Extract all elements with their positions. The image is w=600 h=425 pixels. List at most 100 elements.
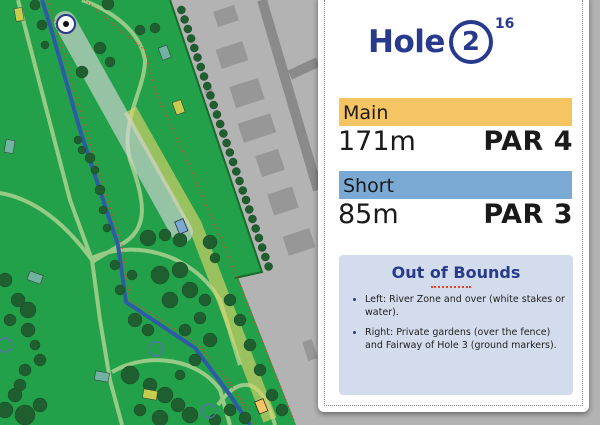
- tree-icon: [202, 234, 218, 250]
- tree-icon: [232, 167, 241, 176]
- tree-icon: [20, 322, 36, 338]
- oob-item-left: Left: River Zone and over (white stakes …: [365, 293, 565, 319]
- tree-icon: [109, 259, 121, 271]
- main-tee-label: Main: [339, 98, 572, 126]
- tree-icon: [29, 0, 41, 11]
- building: [229, 77, 265, 109]
- tree-icon: [93, 41, 107, 55]
- tree-icon: [181, 406, 199, 424]
- tree-icon: [188, 353, 202, 367]
- tree-icon: [73, 135, 83, 145]
- tree-icon: [104, 56, 116, 68]
- short-par: PAR 3: [483, 199, 573, 230]
- tree-icon: [244, 205, 254, 214]
- tree-icon: [215, 119, 225, 129]
- tree-icon: [202, 332, 218, 348]
- tree-icon: [206, 91, 215, 100]
- tree-icon: [264, 262, 273, 271]
- tree-icon: [150, 265, 170, 285]
- tree-icon: [127, 312, 143, 328]
- oob-item-right: Right: Private gardens (over the fence) …: [365, 326, 565, 352]
- property-boundary: [169, 0, 264, 279]
- tree-icon: [84, 152, 96, 164]
- tree-icon: [183, 24, 193, 34]
- short-tee-label: Short: [339, 171, 572, 199]
- tree-icon: [161, 291, 179, 309]
- tree-icon: [13, 378, 27, 392]
- basket-icon: [56, 14, 76, 34]
- building: [302, 338, 318, 362]
- tree-icon: [29, 339, 41, 351]
- tree-icon: [10, 292, 26, 308]
- tree-icon: [223, 403, 237, 417]
- tree-icon: [251, 224, 260, 233]
- tree-icon: [77, 145, 87, 155]
- tree-icon: [171, 261, 189, 279]
- tree-icon: [156, 386, 174, 404]
- tree-icon: [19, 301, 37, 319]
- hole-word: Hole: [368, 24, 445, 60]
- tree-icon: [181, 281, 199, 299]
- short-distance: 85m: [338, 199, 399, 230]
- card-dotted-border: [324, 0, 583, 406]
- hole-number: 2: [448, 20, 493, 64]
- tree-icon: [248, 214, 257, 224]
- tree-icon: [40, 40, 50, 50]
- building: [282, 228, 316, 256]
- oob-item-text: Right: Private gardens (over the fence) …: [365, 327, 557, 351]
- tee-pad-short: [174, 218, 189, 235]
- tree-icon: [202, 81, 212, 91]
- out-of-bounds-line-left: [46, 0, 257, 425]
- tree-icon: [75, 65, 89, 79]
- tree-icon: [141, 323, 155, 337]
- tree-icon: [209, 252, 221, 264]
- tree-icon: [193, 53, 202, 62]
- total-holes: 16: [494, 16, 515, 32]
- tree-icon: [261, 252, 270, 262]
- hole-title: Hole 2 16: [368, 16, 514, 64]
- building: [267, 186, 299, 216]
- tree-icon: [149, 22, 161, 34]
- tree-icon: [178, 323, 192, 337]
- tree-icon: [253, 363, 267, 377]
- building: [255, 148, 285, 178]
- tree-icon: [257, 243, 267, 252]
- tree-icon: [222, 138, 231, 148]
- tree-icon: [14, 404, 36, 425]
- river: [40, 0, 252, 425]
- tree-icon: [275, 403, 289, 417]
- roads: [257, 0, 323, 192]
- fairway-main: [123, 106, 277, 423]
- tree-icon: [241, 195, 251, 205]
- tree-icon: [209, 100, 218, 110]
- tree-icon: [0, 401, 14, 419]
- tree-icon: [180, 15, 189, 24]
- tee-signs: [3, 7, 186, 401]
- oob-item-text: Left: River Zone and over (white stakes …: [365, 294, 565, 318]
- tree-icon: [102, 223, 112, 233]
- building: [213, 4, 239, 28]
- tree-icon: [126, 269, 138, 281]
- tree-icon: [33, 353, 47, 367]
- out-of-bounds-panel: Out of Bounds Left: River Zone and over …: [339, 255, 573, 395]
- tree-icon: [223, 293, 237, 307]
- trees: [0, 0, 289, 425]
- tree-icon: [139, 229, 157, 247]
- tree-icon: [193, 311, 207, 325]
- tree-icon: [101, 0, 115, 11]
- main-tee-row: 171m PAR 4: [338, 126, 573, 157]
- tree-icon: [199, 72, 209, 81]
- tree-icon: [158, 228, 172, 242]
- tree-icon: [134, 24, 146, 36]
- tree-icon: [133, 403, 147, 417]
- building: [237, 113, 277, 143]
- tree-icon: [90, 165, 100, 175]
- tree-icon: [3, 313, 17, 327]
- tree-icon: [243, 338, 257, 352]
- tree-icon: [114, 284, 126, 296]
- tree-icon: [225, 148, 235, 157]
- tree-icon: [172, 232, 188, 248]
- tree-icon: [186, 34, 196, 43]
- short-tee-row: 85m PAR 3: [338, 199, 573, 230]
- oob-title: Out of Bounds: [391, 263, 521, 282]
